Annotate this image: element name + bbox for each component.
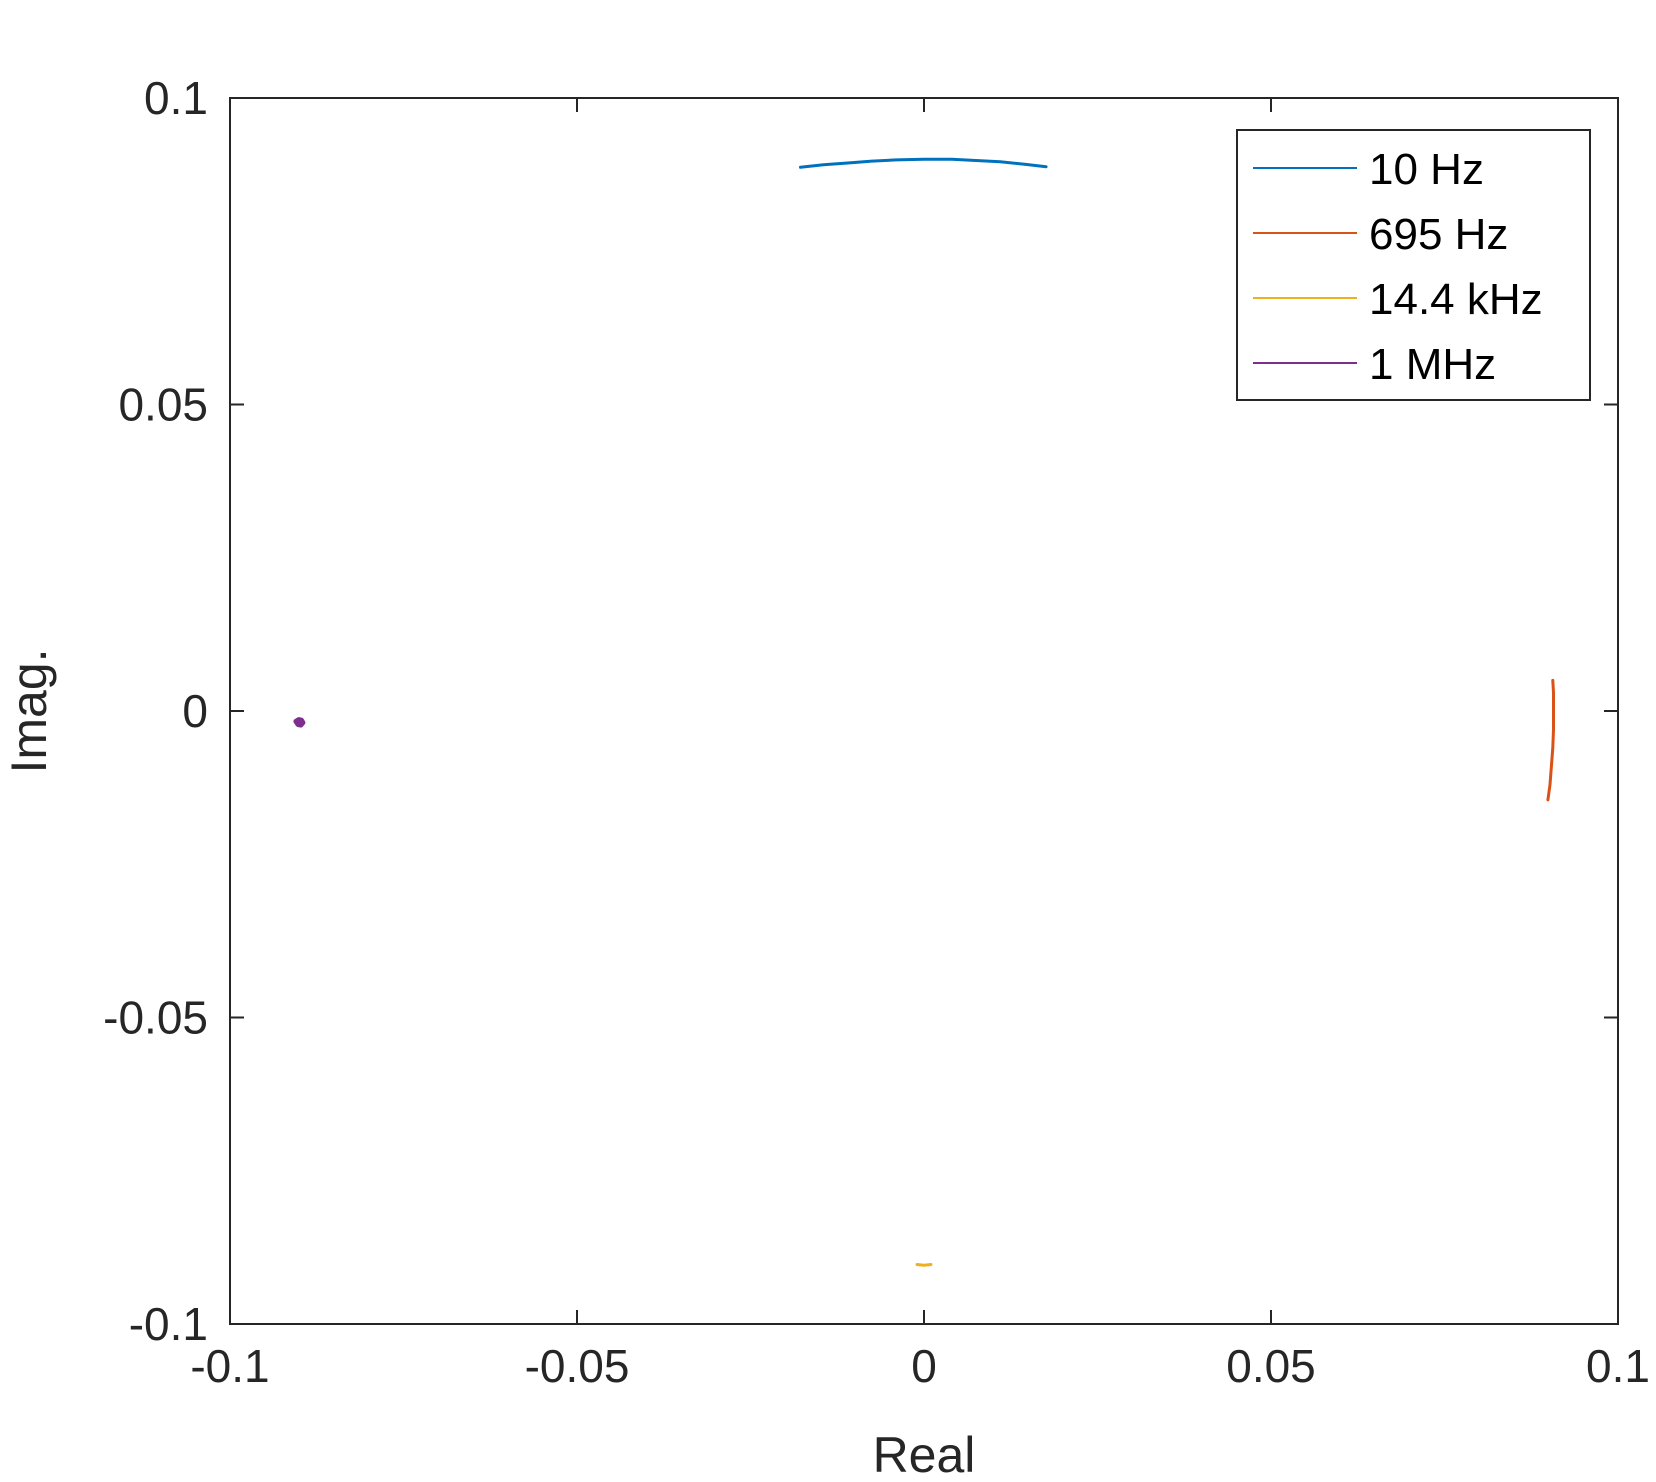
legend-item[interactable]: 695 Hz <box>1253 210 1508 259</box>
x-axis-label: Real <box>873 1427 976 1482</box>
y-tick-label: -0.05 <box>103 992 208 1044</box>
y-axis-label: Imag. <box>1 648 57 773</box>
legend-label: 10 Hz <box>1369 145 1484 194</box>
legend-label: 695 Hz <box>1369 210 1508 259</box>
legend-label: 1 MHz <box>1369 340 1496 389</box>
series-line-3 <box>293 717 306 728</box>
tick-label-layer: -0.1 -0.05 0 0.05 0.1 -0.1 -0.05 0 0.05 0.1 <box>103 72 1650 1392</box>
y-tick-label: -0.1 <box>129 1298 208 1350</box>
legend-item[interactable]: 1 MHz <box>1253 340 1496 389</box>
legend-items: 10 Hz 695 Hz 14.4 kHz 1 MHz <box>1253 145 1543 389</box>
series-line-2 <box>915 1263 933 1267</box>
series-line-1 <box>1546 678 1555 802</box>
legend-label: 14.4 kHz <box>1369 275 1543 324</box>
x-tick-label: -0.1 <box>190 1340 269 1392</box>
y-tick-label: 0.05 <box>118 379 208 431</box>
legend-item[interactable]: 10 Hz <box>1253 145 1484 194</box>
x-tick-label: -0.05 <box>525 1340 630 1392</box>
x-tick-label: 0 <box>911 1340 937 1392</box>
x-tick-label: 0.05 <box>1226 1340 1316 1392</box>
y-tick-label: 0.1 <box>144 72 208 124</box>
legend[interactable]: 10 Hz 695 Hz 14.4 kHz 1 MHz <box>1236 129 1591 401</box>
axes-box <box>229 97 1619 1325</box>
legend-item[interactable]: 14.4 kHz <box>1253 275 1543 324</box>
legend-box <box>1236 129 1591 401</box>
series-line-0 <box>799 157 1048 169</box>
x-tick-label: 0.1 <box>1586 1340 1650 1392</box>
series-layer <box>293 157 1555 1267</box>
y-tick-label: 0 <box>182 685 208 737</box>
